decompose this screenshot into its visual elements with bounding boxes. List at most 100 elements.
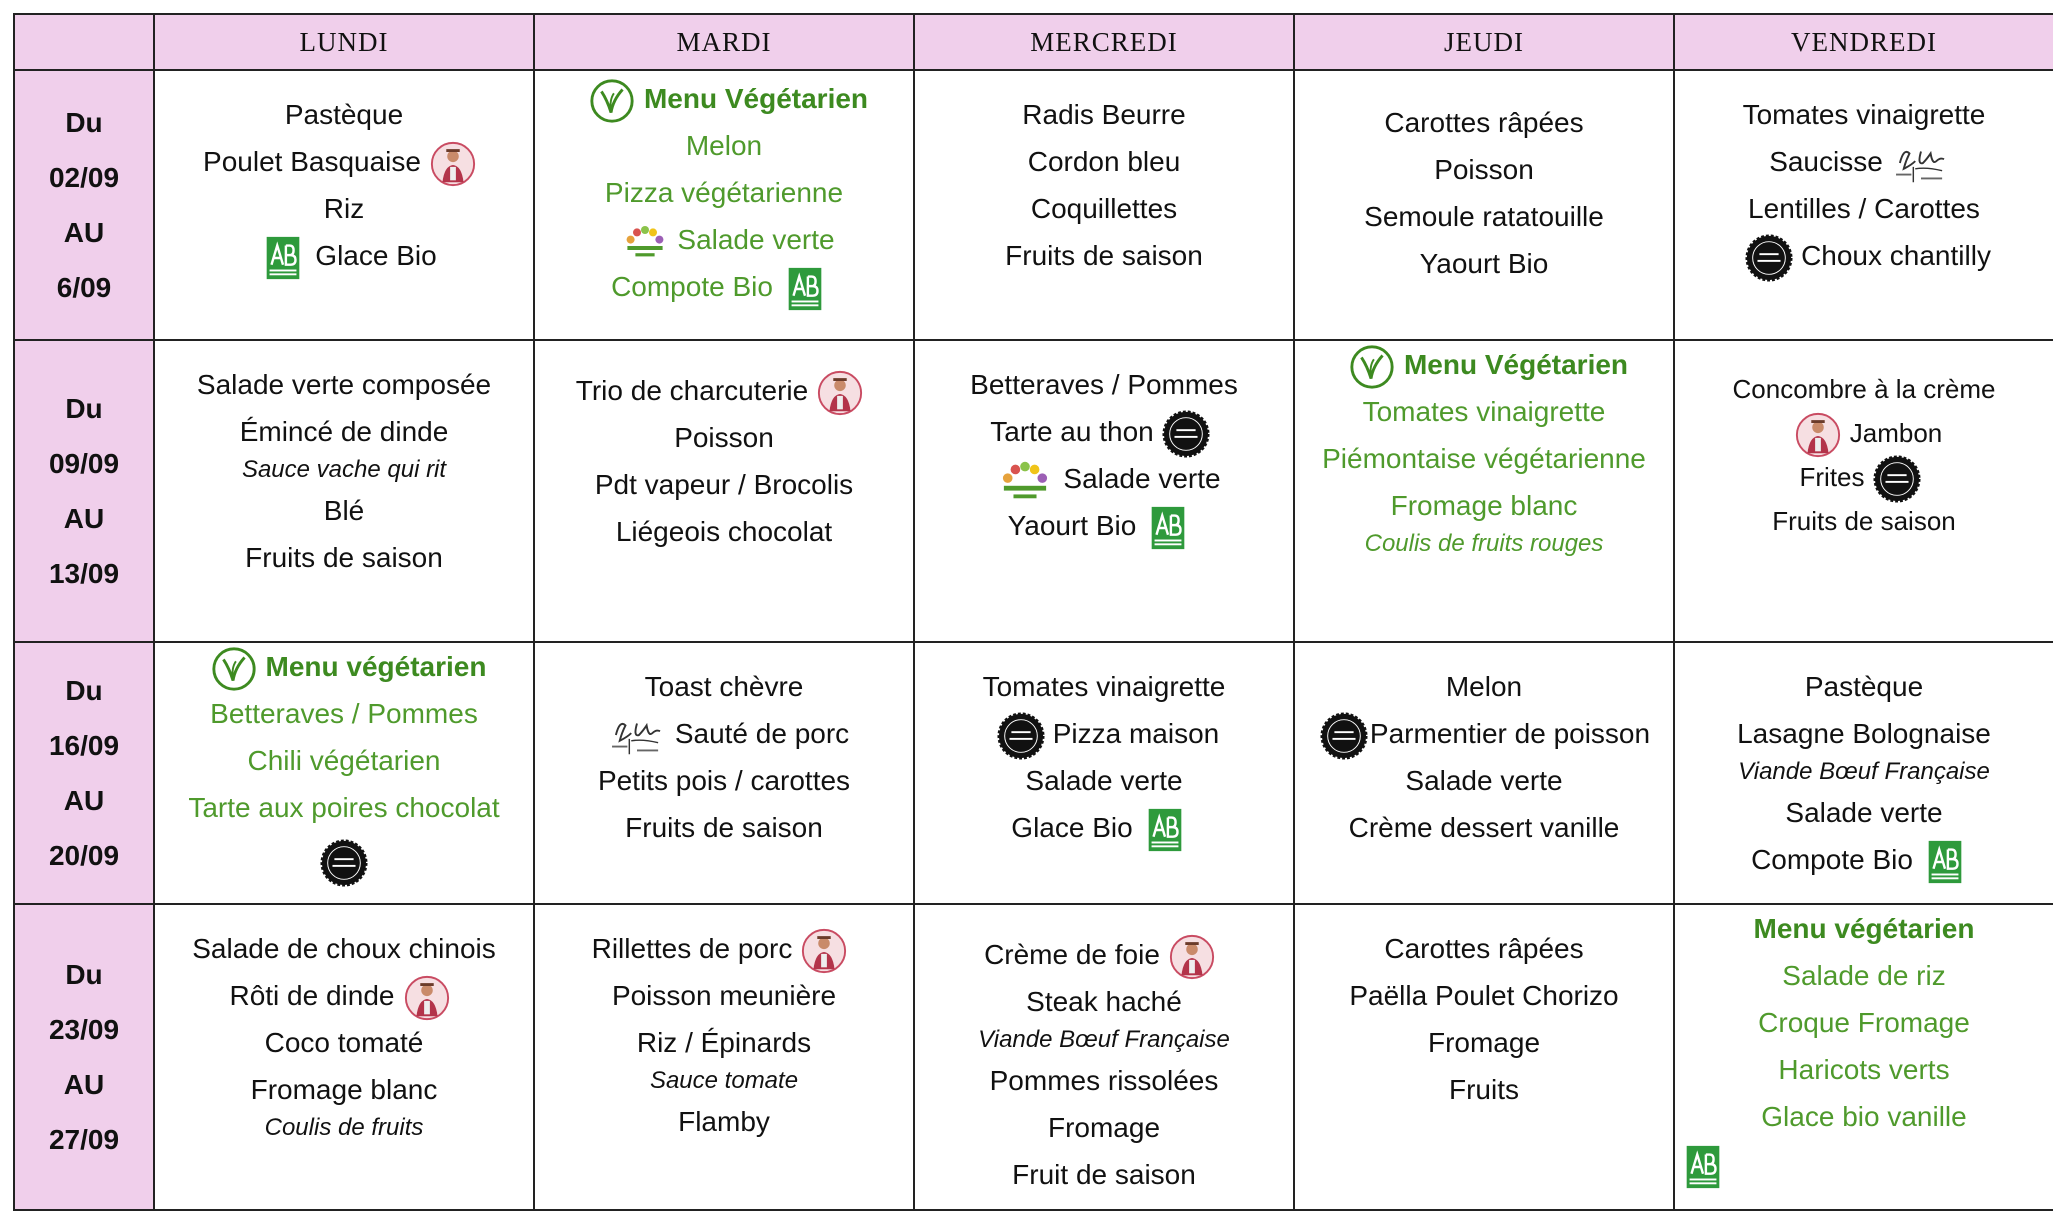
item-text: Betteraves / Pommes [210, 698, 478, 729]
item-text: Fruits de saison [245, 542, 443, 573]
item-text: Riz / Épinards [636, 1027, 812, 1058]
menu-item: Choux chantilly [1675, 232, 2053, 279]
date-line: 13/09 [48, 558, 120, 589]
menu-item: Piémontaise végétarienne [1295, 435, 1673, 482]
icon-farmer [800, 927, 848, 975]
menu-item: Poisson meunière [535, 972, 913, 1019]
menu-cell: Betteraves / Pommes Tarte au thon Salade… [913, 339, 1295, 643]
item-text: Tomates vinaigrette [1362, 396, 1606, 427]
week-row: Du 23/09 AU 27/09 Salade de choux chinois R… [13, 903, 2053, 1211]
icon-fait-maison [1873, 455, 1921, 503]
date-line: AU [63, 503, 105, 534]
item-text: Pizza maison [1052, 718, 1220, 749]
menu-cell: Trio de charcuterie Poisson Pdt vapeur /… [533, 339, 915, 643]
menu-item: Rôti de dinde [155, 972, 533, 1019]
date-line: 09/09 [48, 448, 120, 479]
week-row: Du 09/09 AU 13/09 Salade verte composée Émi… [13, 339, 2053, 643]
menu-item: Croque Fromage [1675, 999, 2053, 1046]
item-text: Glace Bio [315, 240, 437, 271]
week-row: Du 02/09 AU 6/09 Pastèque Poulet Basquaise … [13, 69, 2053, 341]
date-line: Du [65, 107, 103, 138]
menu-cell: Carottes râpées Poisson Semoule ratatoui… [1293, 69, 1675, 341]
date-line: 20/09 [48, 840, 120, 871]
menu-cell: Rillettes de porc Poisson meunière Riz /… [533, 903, 915, 1211]
item-text: Cordon bleu [1027, 146, 1181, 177]
menu-cell: Tomates vinaigrette Pizza maison Salade … [913, 641, 1295, 905]
menu-item: Tarte au thon [915, 408, 1293, 455]
week-cell: Du 09/09 AU 13/09 [13, 339, 155, 643]
item-text: Tarte aux poires chocolat [188, 792, 500, 823]
menu-item: Cordon bleu [915, 138, 1293, 185]
menu-item: Menu Végétarien [1295, 341, 1673, 388]
item-text: Melon [685, 130, 763, 161]
item-text: Fruits de saison [1005, 240, 1203, 271]
menu-item: Semoule ratatouille [1295, 193, 1673, 240]
menu-item: Émincé de dinde [155, 408, 533, 455]
menu-item: Coco tomaté [155, 1019, 533, 1066]
item-text: Tarte au thon [990, 416, 1154, 447]
icon-local-farm [621, 218, 669, 266]
item-text: Lasagne Bolognaise [1737, 718, 1991, 749]
menu-item: Carottes râpées [1295, 925, 1673, 972]
week-cell: Du 02/09 AU 6/09 [13, 69, 155, 341]
item-text: Sauce tomate [649, 1067, 799, 1094]
date-line: AU [63, 785, 105, 816]
item-text: Sauce vache qui rit [241, 456, 447, 483]
day-header: JEUDI [1293, 13, 1675, 71]
menu-item: Glace Bio [915, 804, 1293, 851]
menu-item: Flamby [535, 1098, 913, 1145]
menu-cell: Toast chèvre Sauté de porc Petits pois /… [533, 641, 915, 905]
icon-bio [259, 234, 307, 282]
week-cell: Du 16/09 AU 20/09 [13, 641, 155, 905]
item-text: Fruits [1449, 1074, 1519, 1105]
menu-item: Pastèque [155, 91, 533, 138]
item-text: Frites [1799, 462, 1865, 492]
item-text: Liégeois chocolat [615, 516, 833, 547]
icon-ferme [607, 712, 667, 760]
menu-item: Blé [155, 487, 533, 534]
item-text: Compote Bio [611, 271, 773, 302]
menu-item: Pastèque [1675, 663, 2053, 710]
menu-item: Salade de choux chinois [155, 925, 533, 972]
date-line: Du [65, 393, 103, 424]
menu-item: Pizza maison [915, 710, 1293, 757]
item-text: Salade verte [1405, 765, 1563, 796]
item-text: Crème dessert vanille [1348, 812, 1620, 843]
item-text: Haricots verts [1778, 1054, 1950, 1085]
item-text: Pizza végétarienne [604, 177, 844, 208]
menu-item: Haricots verts [1675, 1046, 2053, 1093]
menu-item: Salade de riz [1675, 952, 2053, 999]
menu-item: Radis Beurre [915, 91, 1293, 138]
menu-item: Lentilles / Carottes [1675, 185, 2053, 232]
menu-item: Jambon [1675, 411, 2053, 455]
menu-item: Sauté de porc [535, 710, 913, 757]
item-text: Riz [323, 193, 365, 224]
menu-item: Fruits de saison [535, 804, 913, 851]
menu-item: Betteraves / Pommes [155, 690, 533, 737]
icon-farmer [429, 140, 477, 188]
menu-item: Lasagne Bolognaise [1675, 710, 2053, 757]
menu-item: Tarte aux poires chocolat [155, 784, 533, 831]
item-text: Pastèque [284, 99, 404, 130]
menu-item: Parmentier de poisson [1295, 710, 1673, 757]
menu-item: Liégeois chocolat [535, 508, 913, 555]
date-line: 02/09 [48, 162, 120, 193]
item-text: Melon [1445, 671, 1523, 702]
menu-item: Frites [1675, 455, 2053, 499]
menu-item: Crème de foie [915, 931, 1293, 978]
item-text: Concombre à la crème [1732, 374, 1996, 404]
item-text: Jambon [1849, 418, 1943, 448]
menu-item: Salade verte [915, 455, 1293, 502]
item-text: Petits pois / carottes [597, 765, 851, 796]
date-line: 16/09 [48, 730, 120, 761]
item-text: Radis Beurre [1022, 99, 1186, 130]
item-text: Coco tomaté [264, 1027, 424, 1058]
item-text: Lentilles / Carottes [1748, 193, 1980, 224]
icon-farmer [816, 369, 864, 417]
item-text: Poulet Basquaise [203, 146, 421, 177]
menu-item: Salade verte [1675, 789, 2053, 836]
menu-item: Fruits de saison [155, 534, 533, 581]
icon-bio [1921, 838, 1969, 886]
menu-item: Fromage [1295, 1019, 1673, 1066]
menu-item: Fruits de saison [915, 232, 1293, 279]
